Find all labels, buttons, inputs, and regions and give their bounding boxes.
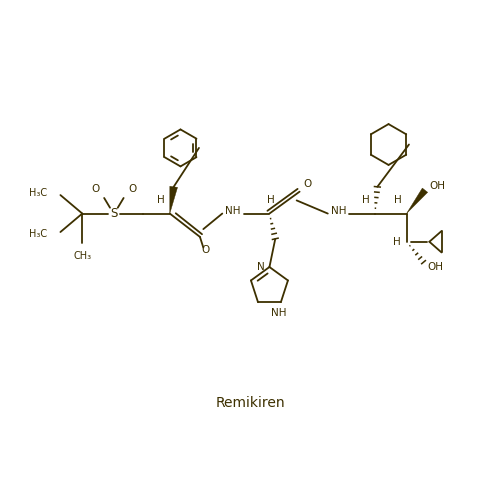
Text: H: H [394, 195, 402, 205]
Polygon shape [170, 186, 177, 214]
Text: OH: OH [429, 182, 445, 192]
Text: O: O [92, 184, 100, 194]
Text: H₃C: H₃C [29, 188, 48, 198]
Text: O: O [202, 244, 210, 254]
Text: NH: NH [330, 206, 346, 216]
Text: CH₃: CH₃ [73, 252, 92, 262]
Text: NH: NH [225, 206, 240, 216]
Text: NH: NH [270, 308, 286, 318]
Text: O: O [128, 184, 136, 194]
Text: H: H [266, 195, 274, 205]
Text: H: H [393, 236, 400, 246]
Text: H: H [362, 195, 370, 205]
Text: OH: OH [428, 262, 444, 272]
Polygon shape [406, 188, 428, 214]
Text: N: N [257, 262, 264, 272]
Text: O: O [303, 180, 312, 190]
Text: H₃C: H₃C [29, 230, 48, 239]
Text: S: S [110, 207, 118, 220]
Text: H: H [157, 195, 165, 205]
Text: Remikiren: Remikiren [215, 396, 285, 410]
